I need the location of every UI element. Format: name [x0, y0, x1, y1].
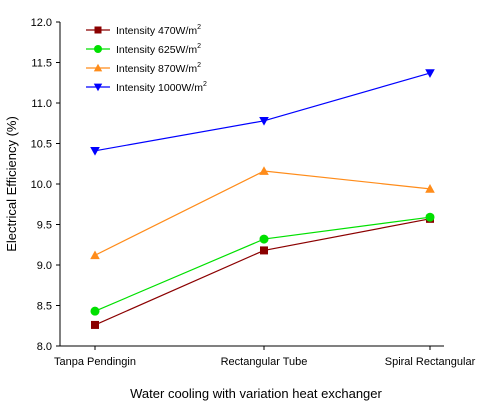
y-tick-label: 10.0 — [31, 179, 52, 191]
data-point-circle — [425, 212, 435, 222]
y-tick-label: 9.0 — [37, 260, 52, 272]
x-tick-label: Spiral Rectangular — [385, 356, 476, 368]
series-layer — [90, 69, 435, 329]
legend-label-superscript: 2 — [203, 81, 207, 88]
x-axis-title: Water cooling with variation heat exchan… — [130, 386, 382, 401]
data-point-square — [260, 246, 268, 255]
data-point-triangle-down — [93, 83, 103, 92]
legend-label-superscript: 2 — [197, 24, 201, 31]
y-tick-label: 9.5 — [37, 220, 52, 232]
data-point-triangle-down — [259, 116, 269, 126]
legend-item: Intensity 625W/m2 — [86, 43, 201, 56]
data-point-triangle-down — [425, 69, 435, 78]
data-point-triangle-down — [90, 146, 100, 156]
legend-label: Intensity 470W/m2 — [116, 24, 201, 37]
legend-label: Intensity 1000W/m2 — [116, 81, 207, 94]
data-point-square — [91, 320, 99, 329]
legend-item: Intensity 470W/m2 — [86, 24, 201, 37]
series-line — [94, 218, 431, 326]
data-point-triangle-up — [425, 184, 435, 193]
data-point-triangle-up — [93, 63, 103, 72]
legend-label: Intensity 625W/m2 — [116, 43, 201, 56]
legend-label-superscript: 2 — [197, 43, 201, 50]
legend-label-text: Intensity 470W/m — [116, 25, 197, 37]
axes: 8.0 8.5 9.0 9.5 10.0 10.5 11.0 11.5 12.0 Tanpa Pe… — [31, 17, 476, 368]
data-point-circle — [90, 306, 100, 316]
series-3 — [90, 166, 435, 260]
x-tick-label: Rectangular Tube — [221, 356, 308, 368]
legend-item: Intensity 1000W/m2 — [86, 81, 207, 94]
y-tick-label: 8.5 — [37, 301, 52, 313]
y-tick-label: 8.0 — [37, 341, 52, 353]
y-tick-label: 12.0 — [31, 17, 52, 29]
data-point-circle — [259, 234, 269, 244]
data-point-triangle-up — [259, 166, 269, 175]
data-point-square — [94, 26, 102, 34]
data-point-triangle-up — [90, 250, 100, 260]
data-point-circle — [94, 45, 102, 53]
legend-label: Intensity 870W/m2 — [116, 62, 201, 75]
x-tick-label: Tanpa Pendingin — [54, 356, 136, 368]
legend-label-text: Intensity 625W/m — [116, 44, 197, 56]
series-4 — [90, 69, 435, 156]
y-tick-label: 11.5 — [31, 58, 52, 70]
legend-label-superscript: 2 — [197, 62, 201, 69]
y-axis-title: Electrical Efficiency (%) — [4, 116, 19, 252]
legend-label-text: Intensity 870W/m — [116, 63, 197, 75]
y-tick-label: 10.5 — [31, 139, 52, 151]
legend-label-text: Intensity 1000W/m — [116, 82, 203, 94]
y-tick-label: 11.0 — [31, 98, 52, 110]
series-2 — [90, 212, 435, 316]
series-line — [94, 216, 431, 312]
legend-item: Intensity 870W/m2 — [86, 62, 201, 75]
